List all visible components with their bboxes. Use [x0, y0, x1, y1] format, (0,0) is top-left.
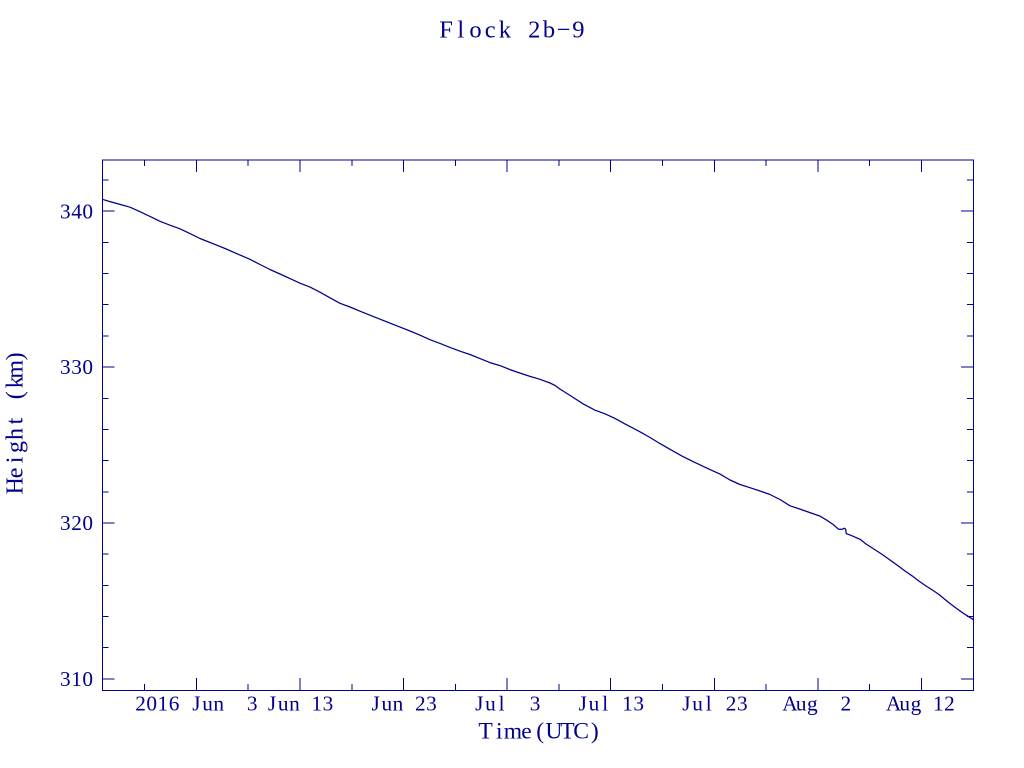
svg-text:Jun13: Jun13: [268, 692, 333, 716]
svg-text:2016Jun3: 2016Jun3: [135, 692, 257, 716]
svg-text:Jun23: Jun23: [372, 692, 437, 716]
svg-text:320: 320: [60, 511, 93, 535]
svg-text:Jul3: Jul3: [475, 692, 540, 716]
svg-text:Aug12: Aug12: [886, 692, 955, 716]
svg-text:Jul13: Jul13: [579, 692, 644, 716]
svg-text:Height(km): Height(km): [3, 352, 29, 494]
svg-text:Aug2: Aug2: [782, 692, 851, 716]
svg-text:340: 340: [60, 199, 93, 223]
svg-text:Flock2b−9: Flock2b−9: [439, 16, 584, 43]
svg-text:330: 330: [60, 355, 93, 379]
svg-text:310: 310: [60, 667, 93, 691]
svg-text:Jul23: Jul23: [682, 692, 747, 716]
svg-text:Time(UTC): Time(UTC): [478, 718, 598, 744]
